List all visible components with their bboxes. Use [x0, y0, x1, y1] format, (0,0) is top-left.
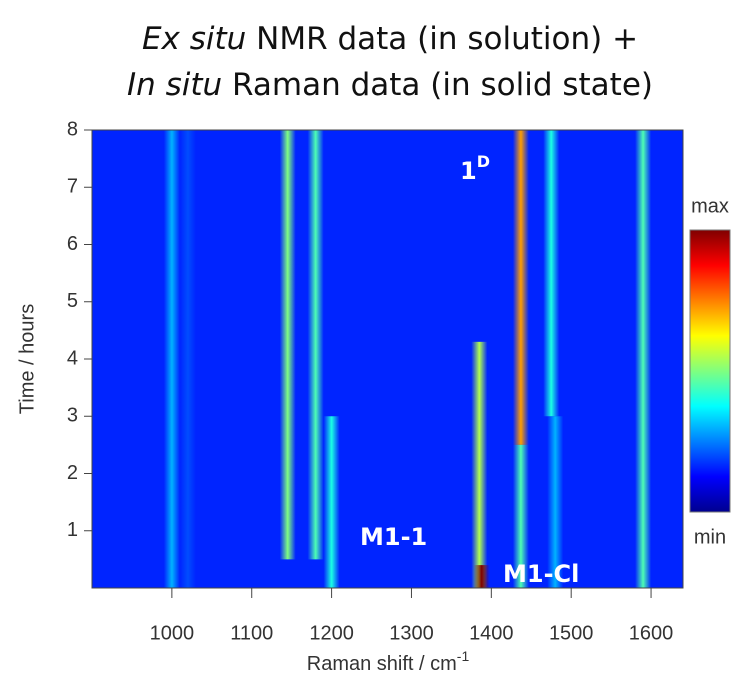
band	[512, 130, 529, 445]
band	[473, 565, 490, 588]
annotation: M1-Cl	[503, 560, 579, 588]
chart-title: Ex situ NMR data (in solution) +	[142, 21, 638, 57]
band	[635, 130, 652, 588]
title-part: In situ	[127, 67, 222, 103]
y-axis-label: Time / hours	[16, 304, 38, 414]
title-part: NMR data (in solution) +	[246, 21, 638, 57]
x-tick-label: 1200	[309, 622, 354, 644]
band	[279, 130, 296, 560]
x-tick-label: 1000	[150, 622, 195, 644]
y-tick-label: 7	[67, 176, 78, 198]
band	[307, 130, 324, 560]
x-label-sup: -1	[457, 648, 470, 664]
title-part: Ex situ	[142, 21, 246, 57]
x-tick-label: 1400	[469, 622, 514, 644]
band	[323, 416, 340, 588]
colorbar-max: max	[691, 195, 729, 217]
annotation-text: M1-Cl	[503, 560, 579, 588]
y-tick-label: 4	[67, 347, 78, 369]
annotation-sup: D	[477, 152, 490, 171]
y-tick-label: 3	[67, 405, 78, 427]
band	[543, 130, 560, 417]
y-tick-label: 5	[67, 290, 78, 312]
band	[512, 444, 529, 588]
y-tick-label: 6	[67, 233, 78, 255]
x-tick-label: 1600	[629, 622, 674, 644]
y-tick-label: 2	[67, 462, 78, 484]
band	[163, 130, 180, 588]
x-label-text: Raman shift / cm	[307, 653, 457, 675]
x-tick-label: 1500	[549, 622, 594, 644]
band	[547, 416, 564, 588]
annotation-text: 1	[460, 157, 477, 185]
title-part: Raman data (in solid state)	[222, 67, 653, 103]
annotation: M1-1	[360, 523, 427, 551]
annotation: 1D	[460, 152, 490, 186]
colorbar	[689, 229, 731, 513]
x-tick-label: 1100	[230, 622, 273, 644]
y-tick-label: 1	[67, 519, 78, 541]
y-tick-label: 8	[67, 118, 78, 140]
x-axis-label: Raman shift / cm-1	[307, 648, 470, 676]
band	[471, 341, 488, 588]
annotation-text: M1-1	[360, 523, 427, 551]
band	[179, 130, 196, 588]
chart-title: In situ Raman data (in solid state)	[127, 67, 653, 103]
x-tick-label: 1300	[389, 622, 434, 644]
colorbar-min: min	[694, 526, 726, 548]
